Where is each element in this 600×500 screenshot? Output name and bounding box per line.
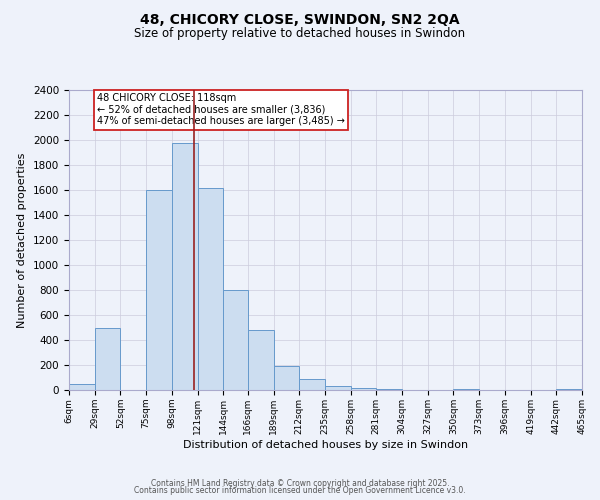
Bar	[69, 384, 95, 390]
Bar	[197, 188, 223, 390]
Text: 48 CHICORY CLOSE: 118sqm
← 52% of detached houses are smaller (3,836)
47% of sem: 48 CHICORY CLOSE: 118sqm ← 52% of detach…	[97, 93, 345, 126]
Bar	[95, 328, 121, 390]
Text: Contains public sector information licensed under the Open Government Licence v3: Contains public sector information licen…	[134, 486, 466, 495]
Bar	[299, 379, 325, 390]
Bar	[223, 290, 248, 390]
Text: Size of property relative to detached houses in Swindon: Size of property relative to detached ho…	[134, 28, 466, 40]
Bar	[376, 389, 402, 390]
Bar	[274, 366, 299, 390]
Bar	[172, 142, 197, 390]
X-axis label: Distribution of detached houses by size in Swindon: Distribution of detached houses by size …	[183, 440, 468, 450]
Text: Contains HM Land Registry data © Crown copyright and database right 2025.: Contains HM Land Registry data © Crown c…	[151, 478, 449, 488]
Bar	[248, 330, 274, 390]
Bar	[325, 386, 350, 390]
Bar	[146, 190, 172, 390]
Y-axis label: Number of detached properties: Number of detached properties	[17, 152, 28, 328]
Text: 48, CHICORY CLOSE, SWINDON, SN2 2QA: 48, CHICORY CLOSE, SWINDON, SN2 2QA	[140, 12, 460, 26]
Bar	[350, 388, 376, 390]
